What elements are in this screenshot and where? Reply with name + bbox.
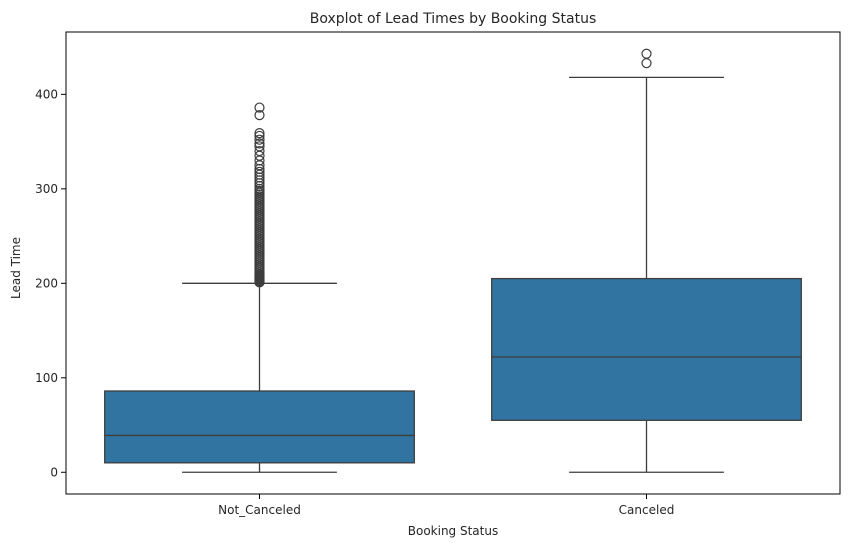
outlier-point	[254, 138, 265, 149]
y-tick-label: 400	[35, 87, 58, 101]
outlier-point	[254, 166, 265, 177]
outlier-point	[641, 58, 652, 69]
y-tick-label: 100	[35, 371, 58, 385]
outlier-point	[641, 48, 652, 59]
x-axis-label: Booking Status	[408, 524, 498, 538]
outlier-point	[254, 141, 265, 152]
outlier-point	[254, 110, 265, 121]
outlier-point	[254, 127, 265, 139]
y-tick-label: 300	[35, 182, 58, 196]
box-not-canceled	[104, 390, 415, 464]
y-axis-label: Lead Time	[9, 237, 23, 299]
y-tick-label: 0	[50, 465, 58, 479]
box-canceled	[491, 277, 802, 421]
plot-frame	[65, 31, 841, 495]
x-tick-label: Canceled	[619, 503, 675, 517]
outlier-point	[254, 130, 265, 142]
outlier-point	[254, 134, 265, 145]
outlier-point	[254, 145, 265, 157]
outlier-point	[254, 102, 265, 113]
y-tick-label: 200	[35, 276, 58, 290]
chart-title: Boxplot of Lead Times by Booking Status	[310, 11, 597, 27]
x-tick-label: Not_Canceled	[218, 503, 301, 517]
